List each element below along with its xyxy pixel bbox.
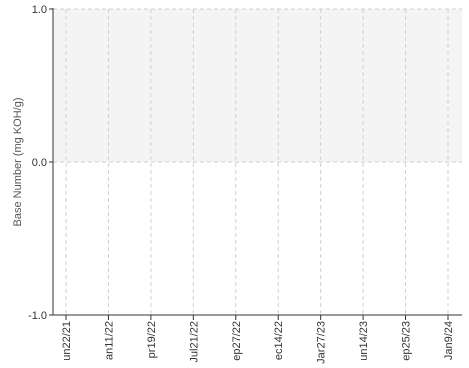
x-tick-label: un22/21 [61, 321, 73, 361]
x-ticks: un22/21 an11/22 pr19/22 Jul21/22 ep27/22 ec14… [61, 315, 455, 364]
x-tick-label: ec14/22 [273, 321, 285, 360]
y-tick-label: -1.0 [28, 310, 47, 322]
grid-lines [53, 8, 462, 315]
y-ticks: 1.0 0.0 -1.0 [28, 4, 53, 322]
y-tick-label: 0.0 [32, 157, 47, 169]
y-tick-label: 1.0 [32, 4, 47, 16]
x-tick-label: Jar27/23 [316, 321, 328, 364]
x-tick-label: un14/23 [358, 321, 370, 361]
x-tick-label: an11/22 [103, 321, 115, 360]
x-tick-label: pr19/22 [146, 321, 158, 358]
x-tick-label: ep25/23 [401, 321, 413, 361]
y-axis-title: Base Number (mg KOH/g) [12, 98, 24, 227]
x-tick-label: Jul21/22 [188, 321, 200, 363]
x-tick-label: ep27/22 [231, 321, 243, 361]
x-tick-label: Jan9/24 [443, 321, 455, 360]
upper-band [53, 9, 462, 162]
